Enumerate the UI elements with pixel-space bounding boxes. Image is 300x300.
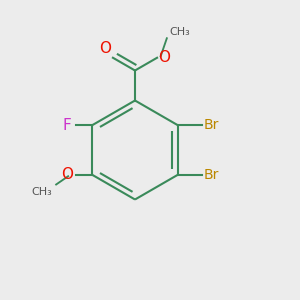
Text: O: O <box>61 167 73 182</box>
Text: Br: Br <box>203 168 219 182</box>
Text: CH₃: CH₃ <box>169 27 190 37</box>
Text: F: F <box>63 118 72 133</box>
Text: O: O <box>99 41 111 56</box>
Text: O: O <box>159 50 171 65</box>
Text: CH₃: CH₃ <box>32 187 52 197</box>
Text: Br: Br <box>203 118 219 132</box>
